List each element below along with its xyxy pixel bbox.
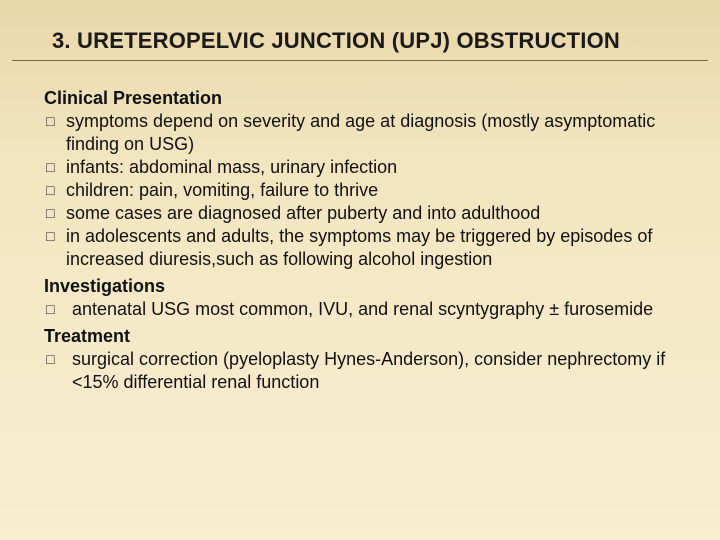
bullet-text: in adolescents and adults, the symptoms … (66, 225, 676, 271)
slide-title: 3. URETEROPELVIC JUNCTION (UPJ) OBSTRUCT… (52, 28, 668, 54)
bullet-box-icon: □ (44, 156, 66, 179)
bullet-text: surgical correction (pyeloplasty Hynes-A… (66, 348, 676, 394)
bullet-text: infants: abdominal mass, urinary infecti… (66, 156, 676, 179)
section-heading-investigations: Investigations (44, 275, 676, 298)
section-heading-treatment: Treatment (44, 325, 676, 348)
bullet-text: antenatal USG most common, IVU, and rena… (66, 298, 676, 321)
list-item: □ children: pain, vomiting, failure to t… (44, 179, 676, 202)
bullet-text: symptoms depend on severity and age at d… (66, 110, 676, 156)
title-wrap: 3. URETEROPELVIC JUNCTION (UPJ) OBSTRUCT… (12, 0, 708, 61)
bullet-box-icon: □ (44, 348, 66, 394)
bullet-box-icon: □ (44, 179, 66, 202)
bullet-box-icon: □ (44, 110, 66, 156)
slide: 3. URETEROPELVIC JUNCTION (UPJ) OBSTRUCT… (0, 0, 720, 540)
bullet-text: children: pain, vomiting, failure to thr… (66, 179, 676, 202)
list-item: □ antenatal USG most common, IVU, and re… (44, 298, 676, 321)
list-item: □ in adolescents and adults, the symptom… (44, 225, 676, 271)
section-heading-clinical: Clinical Presentation (44, 87, 676, 110)
bullet-box-icon: □ (44, 202, 66, 225)
list-item: □ surgical correction (pyeloplasty Hynes… (44, 348, 676, 394)
bullet-box-icon: □ (44, 225, 66, 271)
list-item: □ infants: abdominal mass, urinary infec… (44, 156, 676, 179)
list-item: □ some cases are diagnosed after puberty… (44, 202, 676, 225)
slide-body: Clinical Presentation □ symptoms depend … (0, 61, 720, 394)
bullet-text: some cases are diagnosed after puberty a… (66, 202, 676, 225)
list-item: □ symptoms depend on severity and age at… (44, 110, 676, 156)
bullet-box-icon: □ (44, 298, 66, 321)
